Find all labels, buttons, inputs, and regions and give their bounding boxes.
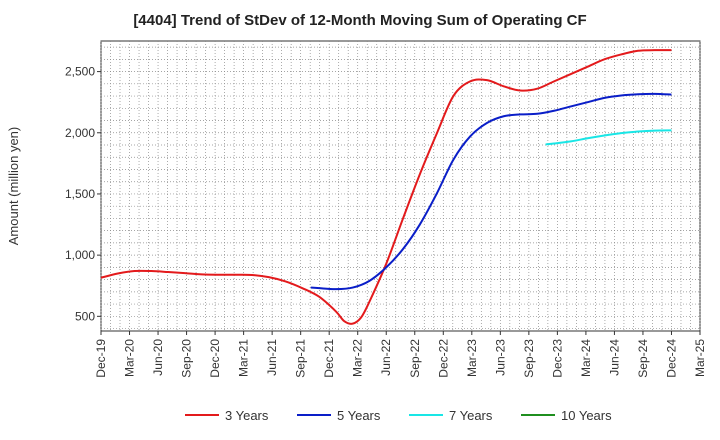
x-tick-label: Jun-22 bbox=[379, 339, 393, 376]
series-line-7-years bbox=[545, 129, 672, 146]
x-tick-label: Jun-23 bbox=[493, 339, 507, 376]
x-tick-label: Sep-22 bbox=[408, 339, 422, 378]
chart-title: [4404] Trend of StDev of 12-Month Moving… bbox=[133, 12, 587, 29]
y-tick-label: 500 bbox=[75, 309, 95, 323]
x-tick-label: Sep-24 bbox=[636, 339, 650, 378]
series-line-5-years bbox=[310, 92, 672, 291]
x-tick-label: Mar-25 bbox=[693, 339, 707, 377]
y-tick-label: 2,500 bbox=[65, 65, 95, 79]
legend-label: 5 Years bbox=[337, 408, 381, 423]
x-tick-label: Jun-24 bbox=[607, 339, 621, 376]
x-tick-label: Mar-22 bbox=[351, 339, 365, 377]
x-tick-label: Sep-23 bbox=[522, 339, 536, 378]
x-tick-label: Dec-21 bbox=[322, 339, 336, 378]
x-tick-label: Mar-24 bbox=[579, 339, 593, 377]
x-tick-label: Dec-19 bbox=[94, 339, 108, 378]
x-tick-label: Jun-21 bbox=[265, 339, 279, 376]
x-tick-label: Sep-21 bbox=[294, 339, 308, 378]
x-tick-label: Mar-20 bbox=[123, 339, 137, 377]
y-tick-label: 1,500 bbox=[65, 187, 95, 201]
plot-area bbox=[100, 40, 701, 332]
y-tick-label: 2,000 bbox=[65, 126, 95, 140]
x-tick-label: Dec-24 bbox=[664, 339, 678, 378]
legend-label: 3 Years bbox=[225, 408, 269, 423]
x-tick-label: Dec-22 bbox=[436, 339, 450, 378]
legend-label: 10 Years bbox=[561, 408, 612, 423]
x-tick-label: Dec-23 bbox=[550, 339, 564, 378]
x-tick-label: Sep-20 bbox=[180, 339, 194, 378]
x-tick-label: Jun-20 bbox=[151, 339, 165, 376]
x-tick-label: Dec-20 bbox=[208, 339, 222, 378]
legend-label: 7 Years bbox=[449, 408, 493, 423]
y-tick-label: 1,000 bbox=[65, 248, 95, 262]
y-axis-label: Amount (million yen) bbox=[6, 127, 21, 246]
x-tick-label: Mar-21 bbox=[237, 339, 251, 377]
x-tick-label: Mar-23 bbox=[465, 339, 479, 377]
series-line-3-years bbox=[100, 49, 672, 325]
